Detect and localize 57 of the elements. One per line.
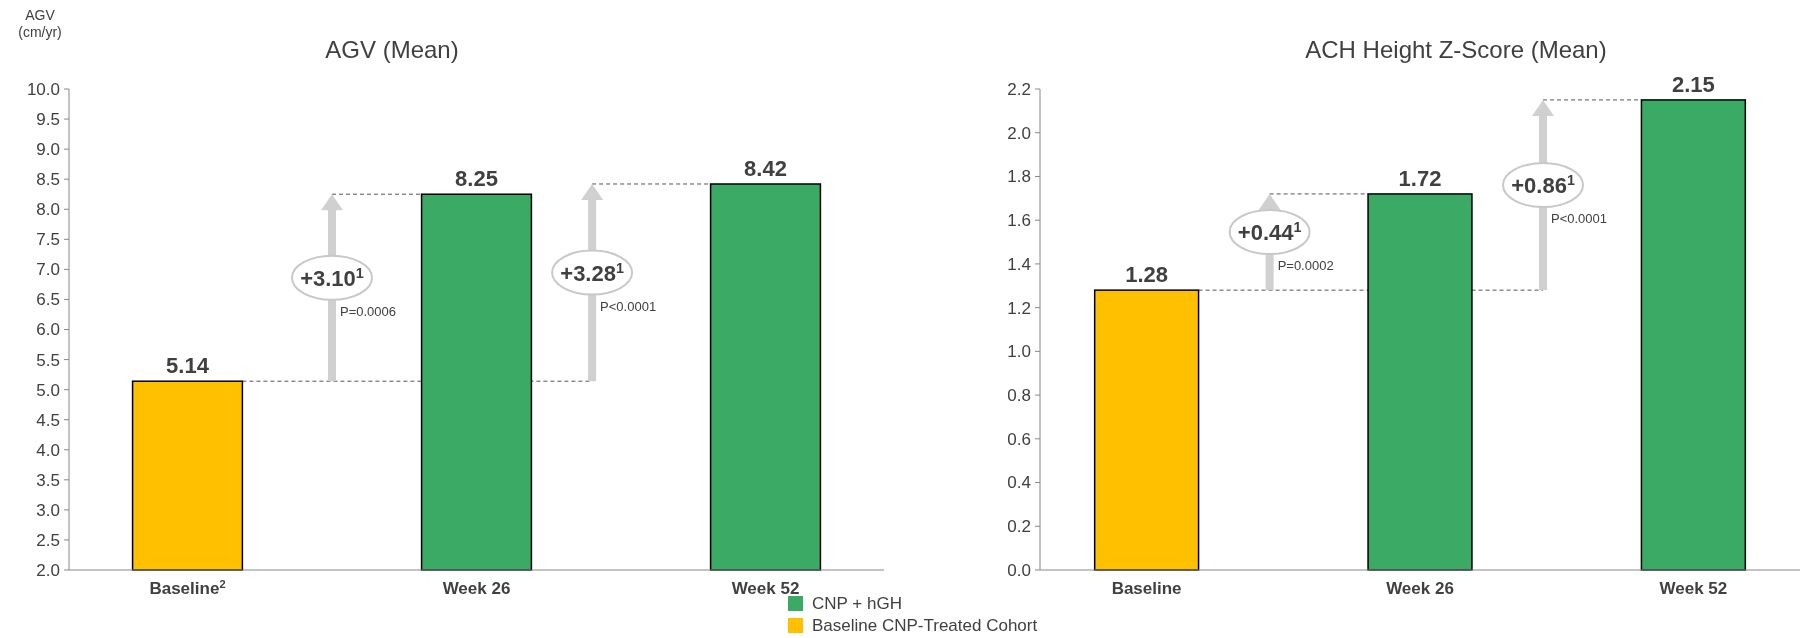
x-tick-label: Baseline$^{2}$ <box>149 578 226 598</box>
y-tick-label: 9.5 <box>36 110 60 130</box>
y-tick-label: 1.8 <box>1007 167 1031 187</box>
y-tick-label: 3.5 <box>36 470 60 490</box>
data-label: 8.25 <box>455 166 498 192</box>
y-tick-label: 5.5 <box>36 350 60 370</box>
y-tick-label: 8.5 <box>36 170 60 190</box>
annotation: P<0.0001 <box>600 298 657 314</box>
y-tick-label: 3.0 <box>36 500 60 520</box>
y-tick-label: 1.6 <box>1007 211 1031 231</box>
annotation: +3.28$^{1}$ <box>560 259 624 286</box>
y-tick-label: 6.0 <box>36 320 60 340</box>
data-label: 8.42 <box>744 156 787 181</box>
y-tick-label: 10.0 <box>26 79 60 99</box>
annotation: P<0.0001 <box>1551 211 1608 227</box>
y-tick-label: 6.5 <box>36 290 60 310</box>
annotation: +3.10$^{1}$ <box>300 264 364 291</box>
x-tick-label: Baseline <box>1111 579 1182 598</box>
y-tick-label: 0.6 <box>1007 429 1031 449</box>
y-tick-label: 4.5 <box>36 410 60 430</box>
y-tick-label: 2.0 <box>1007 123 1031 143</box>
y-tick-label: 4.0 <box>36 440 60 460</box>
bar <box>1093 289 1200 571</box>
data-label: 1.72 <box>1398 165 1442 191</box>
chart-title: AGV (Mean) <box>325 36 459 63</box>
y-tick-label: 0.8 <box>1007 386 1031 406</box>
y-axis-title: AGV (cm/yr) <box>18 7 62 40</box>
bar <box>1367 193 1473 571</box>
y-tick-label: 7.5 <box>36 230 60 250</box>
data-label: 1.28 <box>1125 262 1169 288</box>
y-tick-label: 9.0 <box>36 140 60 160</box>
y-tick-label: 5.0 <box>36 380 60 400</box>
y-tick-label: 7.0 <box>36 260 60 280</box>
legend-label: CNP + hGH <box>812 594 902 613</box>
annotation: P=0.0006 <box>340 303 397 319</box>
y-tick-label: 8.0 <box>36 200 60 220</box>
y-tick-label: 0.0 <box>1007 560 1031 580</box>
y-tick-label: 0.2 <box>1007 517 1031 537</box>
annotation: +0.44$^{1}$ <box>1237 219 1302 246</box>
data-label: 2.15 <box>1671 71 1715 97</box>
annotation: P=0.0002 <box>1277 258 1334 274</box>
y-tick-label: 1.4 <box>1007 254 1031 274</box>
y-tick-label: 1.0 <box>1007 342 1031 362</box>
chart-title: ACH Height Z-Score (Mean) <box>1305 36 1607 63</box>
y-tick-label: 2.5 <box>36 530 60 550</box>
annotation: +0.86$^{1}$ <box>1511 172 1575 199</box>
y-tick-label: 2.2 <box>1007 79 1031 99</box>
legend-label: Baseline CNP-Treated Cohort <box>812 616 1038 635</box>
x-tick-label: Week 52 <box>731 579 800 598</box>
bar <box>1640 99 1747 571</box>
y-tick-label: 2.0 <box>36 560 60 580</box>
x-tick-label: Week 52 <box>1659 579 1728 598</box>
y-tick-label: 0.4 <box>1007 473 1031 493</box>
data-label: 5.14 <box>166 353 210 379</box>
x-tick-label: Week 26 <box>442 579 511 598</box>
x-tick-label: Week 26 <box>1386 579 1454 598</box>
y-tick-label: 1.2 <box>1007 298 1031 318</box>
